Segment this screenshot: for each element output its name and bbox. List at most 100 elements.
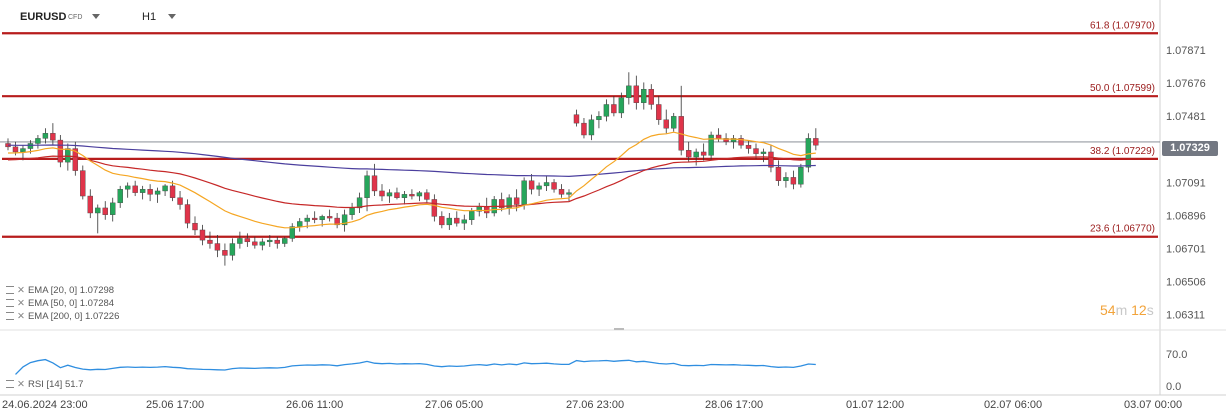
candle-body [334, 217, 340, 226]
candle-body [641, 89, 647, 103]
indicator-ema-20[interactable]: ✕ EMA [20, 0] 1.07298 [6, 285, 114, 296]
candle-body [409, 194, 415, 197]
candle-body [543, 182, 550, 187]
x-tick-label: 27.06 05:00 [425, 399, 483, 411]
candle-body [259, 241, 266, 246]
settings-icon[interactable] [6, 312, 14, 321]
candle-body [139, 189, 146, 193]
candle-body [805, 138, 812, 168]
candle-body [528, 180, 535, 190]
timer-minutes-unit: m [1115, 302, 1128, 318]
pane-resize-handle [614, 328, 624, 330]
candle-body [117, 189, 123, 204]
x-tick-label: 28.06 17:00 [705, 399, 763, 411]
fibonacci-level-label: 38.2 (1.07229) [1090, 146, 1155, 157]
candle-body [154, 190, 161, 195]
candle-body [618, 97, 625, 114]
candle-body [536, 185, 542, 190]
settings-icon[interactable] [6, 380, 14, 389]
candle-body [551, 182, 557, 190]
close-icon[interactable]: ✕ [17, 298, 25, 309]
candle-body [87, 195, 93, 214]
candle-body [282, 238, 288, 244]
candle-body [454, 217, 460, 224]
candle-body [700, 151, 707, 156]
candle-body [603, 104, 610, 117]
candle-body [371, 175, 378, 192]
candle-body [297, 221, 303, 227]
x-tick-label: 25.06 17:00 [146, 399, 204, 411]
candle-body [611, 104, 617, 114]
y-tick-label: 1.07676 [1166, 78, 1206, 90]
candle-body [356, 197, 363, 209]
candle-body [326, 216, 333, 219]
candle-body [693, 151, 699, 158]
candle-body [753, 148, 759, 154]
candle-countdown-timer: 54m 12s [1100, 302, 1154, 318]
ema-50-line [7, 155, 816, 209]
candle-body [386, 192, 393, 197]
candle-body [341, 214, 348, 226]
candle-body [663, 119, 669, 129]
candle-body [42, 133, 49, 139]
candle-body [768, 151, 774, 168]
indicator-ema-200[interactable]: ✕ EMA [200, 0] 1.07226 [6, 311, 119, 322]
candle-body [229, 243, 236, 256]
y-tick-label: 1.07091 [1166, 177, 1206, 189]
ema-20-line [7, 131, 816, 229]
candle-body [521, 180, 527, 205]
candle-body [27, 143, 34, 149]
candle-body [813, 138, 819, 146]
candle-body [184, 204, 191, 224]
close-icon[interactable]: ✕ [17, 285, 25, 296]
candle-body [760, 151, 767, 154]
candle-body [50, 133, 56, 141]
indicator-value: 1.07226 [85, 311, 120, 322]
candle-body [72, 148, 79, 171]
fibonacci-level-label: 61.8 (1.07970) [1090, 20, 1155, 31]
indicator-rsi[interactable]: ✕ RSI [14] 51.7 [6, 379, 83, 390]
candle-body [349, 207, 355, 215]
candle-body [192, 222, 198, 231]
candle-body [12, 146, 19, 153]
candle-body [648, 89, 654, 105]
candle-body [566, 192, 572, 195]
fibonacci-level-label: 23.6 (1.06770) [1090, 224, 1155, 235]
candle-body [790, 177, 797, 185]
candle-body [147, 189, 153, 195]
candle-body [304, 217, 310, 222]
indicator-ema-50[interactable]: ✕ EMA [50, 0] 1.07284 [6, 298, 114, 309]
indicator-value: 51.7 [64, 379, 84, 390]
candle-body [252, 241, 258, 246]
candle-body [498, 199, 505, 209]
candle-body [162, 185, 168, 192]
settings-icon[interactable] [6, 299, 14, 308]
candle-body [469, 211, 475, 220]
timeframe-label[interactable]: H1 [142, 11, 157, 23]
x-tick-label: 26.06 11:00 [286, 399, 343, 411]
candle-body [110, 202, 116, 215]
close-icon[interactable]: ✕ [17, 311, 25, 322]
timer-seconds: 12 [1131, 302, 1147, 318]
candle-body [656, 104, 662, 120]
candle-body [65, 148, 71, 163]
candle-body [626, 85, 632, 98]
symbol-dropdown-icon[interactable] [92, 14, 100, 19]
candle-body [207, 239, 213, 244]
settings-icon[interactable] [6, 286, 14, 295]
x-tick-label: 02.07 06:00 [984, 399, 1042, 411]
candle-body [633, 85, 640, 103]
candle-body [588, 119, 595, 136]
candle-body [431, 199, 438, 217]
candle-body [738, 138, 744, 146]
timeframe-dropdown-icon[interactable] [168, 14, 176, 19]
y-tick-label: 1.06311 [1166, 310, 1205, 322]
close-icon[interactable]: ✕ [17, 379, 25, 390]
candle-body [80, 170, 86, 197]
indicator-label: RSI [14] [27, 379, 63, 390]
symbol-label[interactable]: EURUSD [20, 11, 67, 23]
candle-body [364, 175, 370, 198]
candle-body [671, 116, 677, 129]
candle-body [20, 148, 26, 153]
